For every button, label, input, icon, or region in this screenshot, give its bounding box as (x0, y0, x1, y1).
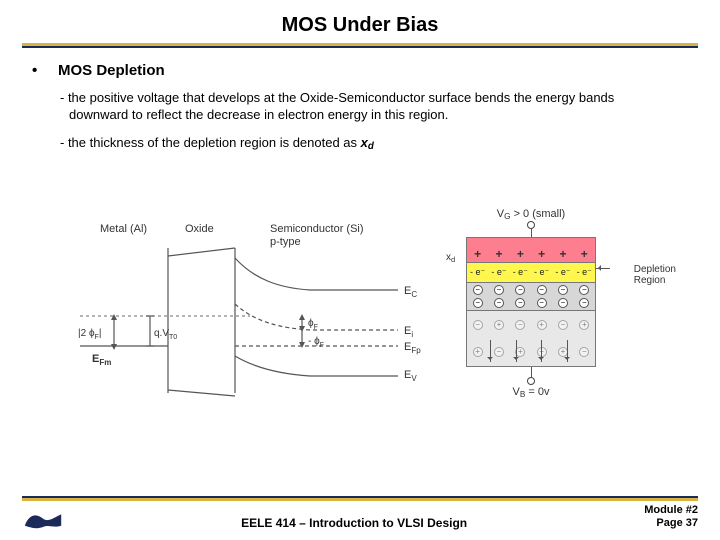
ion-row: − − − − − − (467, 285, 595, 295)
label-ev: EV (404, 369, 417, 383)
page-number: Module #2 Page 37 (644, 504, 698, 530)
gate-terminal (527, 221, 535, 229)
content: • MOS Depletion - the positive voltage t… (22, 48, 698, 152)
para1-line2: downward to reflect the decrease in elec… (60, 106, 688, 124)
label-mphif: - ϕF (308, 336, 324, 349)
field-arrow (567, 340, 568, 362)
oxide-layer: - e⁻ - e⁻ - e⁻ - e⁻ - e⁻ - e⁻ (466, 263, 596, 283)
para2-prefix: - the thickness of the depletion region … (60, 135, 361, 150)
ion-row: − − − − − − (467, 298, 595, 308)
bulk-layer: − + − + − + + − + − + − (466, 311, 596, 367)
bullet-label: MOS Depletion (58, 62, 165, 79)
field-arrow (516, 340, 517, 362)
field-arrow (490, 340, 491, 362)
xd-label: xd (446, 252, 455, 263)
label-ptype: p-type (270, 236, 301, 248)
paragraph-2: - the thickness of the depletion region … (60, 134, 688, 152)
label-2phif: |2 ϕF| (78, 328, 101, 341)
label-ec: EC (404, 285, 417, 299)
vg-label: VG > 0 (small) (466, 208, 596, 220)
label-efm: EFm (92, 353, 111, 367)
field-arrow (541, 340, 542, 362)
paragraph-1: - the positive voltage that develops at … (60, 89, 688, 124)
bulk-wire (531, 367, 532, 377)
slide: MOS Under Bias • MOS Depletion - the pos… (0, 0, 720, 540)
para1-line1: - the positive voltage that develops at … (60, 90, 614, 105)
label-oxide: Oxide (185, 223, 214, 235)
bulk-terminal (527, 377, 535, 385)
ion-row: − + − + − + (467, 320, 595, 330)
ion-row: + − + − + − (467, 347, 595, 357)
band-diagram: Metal (Al) Oxide Semiconductor (Si) p-ty… (50, 218, 450, 438)
logo-icon (22, 510, 64, 530)
depletion-arrow (596, 268, 610, 269)
label-metal: Metal (Al) (100, 223, 147, 235)
depletion-label: Depletion Region (634, 264, 676, 286)
footer: EELE 414 – Introduction to VLSI Design M… (22, 496, 698, 530)
mos-stack: VG > 0 (small) + + + + + + - e⁻ - e⁻ - e… (466, 208, 596, 398)
label-efp: EFp (404, 341, 421, 355)
gate-wire (531, 229, 532, 237)
course-label: EELE 414 – Introduction to VLSI Design (64, 516, 644, 530)
label-ei: Ei (404, 325, 413, 339)
bullet-dot: • (32, 62, 38, 79)
figure-area: Metal (Al) Oxide Semiconductor (Si) p-ty… (50, 218, 688, 476)
vb-label: VB = 0v (466, 386, 596, 398)
label-semi: Semiconductor (Si) (270, 223, 364, 235)
footer-divider-gold (22, 498, 698, 501)
bullet-row: • MOS Depletion (32, 62, 688, 79)
xd-symbol: xd (361, 135, 374, 150)
label-qvt0: q.VT0 (154, 328, 177, 341)
page-title: MOS Under Bias (22, 14, 698, 37)
gate-layer: + + + + + + (466, 237, 596, 263)
label-phif: ϕF (308, 318, 318, 331)
depletion-layer: − − − − − − − − − − − − (466, 283, 596, 311)
